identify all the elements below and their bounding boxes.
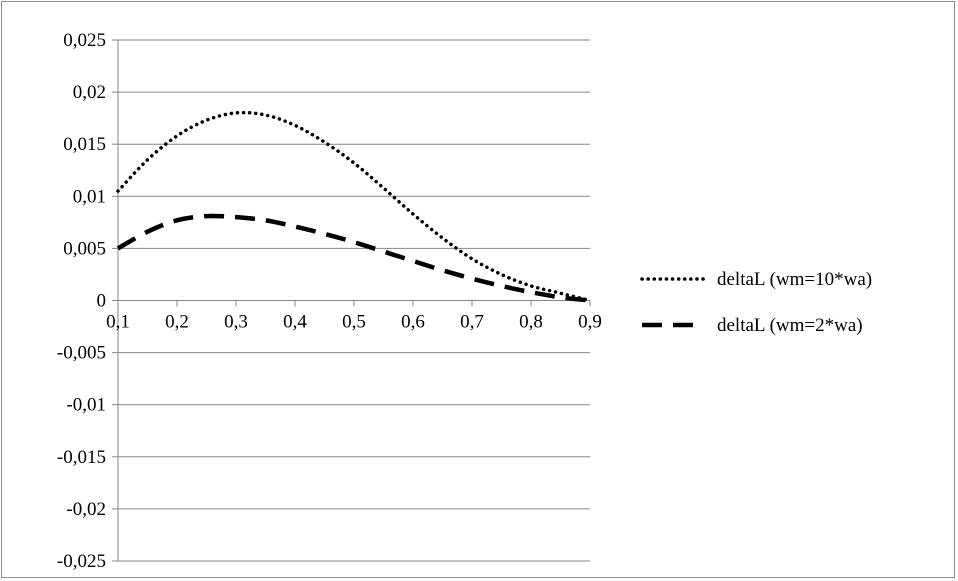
y-tick-label: 0,015 (63, 134, 106, 155)
x-tick-label: 0,8 (519, 312, 543, 333)
y-tick-label: 0 (97, 291, 107, 312)
x-tick-label: 0,9 (578, 312, 602, 333)
x-tick-label: 0,1 (106, 312, 130, 333)
y-tick-label: -0,01 (66, 395, 106, 416)
series-lines (116, 110, 592, 303)
legend: deltaL (wm=10*wa) deltaL (wm=2*wa) (640, 269, 872, 336)
tick-labels: 0,025 0,02 0,015 0,01 0,005 0 -0,005 -0,01 -0,01… (57, 30, 602, 572)
y-tick-label: 0,02 (73, 82, 106, 103)
x-tick-label: 0,7 (460, 312, 484, 333)
x-tick-label: 0,6 (401, 312, 425, 333)
x-tick-label: 0,5 (342, 312, 366, 333)
x-tick-label: 0,4 (283, 312, 307, 333)
y-tick-label: -0,015 (57, 447, 106, 468)
y-tick-label: -0,02 (66, 499, 106, 520)
legend-label: deltaL (wm=10*wa) (717, 269, 872, 290)
axes (112, 39, 591, 562)
legend-label: deltaL (wm=2*wa) (717, 315, 863, 336)
series-line-wm10 (116, 110, 592, 303)
y-tick-label: -0,025 (57, 551, 106, 572)
x-tick-label: 0,3 (224, 312, 248, 333)
series-line-wm2 (116, 213, 591, 303)
y-tick-label: -0,005 (57, 343, 106, 364)
x-tick-label: 0,2 (165, 312, 189, 333)
y-tick-label: 0,01 (73, 186, 106, 207)
y-tick-label: 0,025 (63, 30, 106, 51)
y-tick-label: 0,005 (63, 238, 106, 259)
